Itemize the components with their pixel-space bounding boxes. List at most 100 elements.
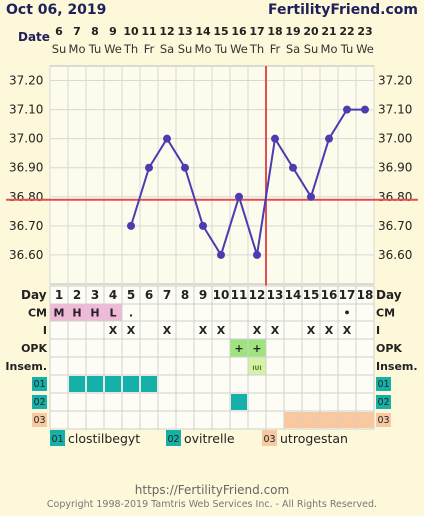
legend-badge [166, 430, 181, 446]
table-cell [139, 410, 159, 430]
footer-url[interactable]: https://FertilityFriend.com [135, 483, 289, 497]
weekday-label: Fr [144, 42, 155, 56]
med3-marker [356, 412, 374, 428]
med1-marker [69, 376, 85, 392]
table-cell [247, 410, 267, 430]
weekday-label: Su [52, 42, 67, 56]
intercourse-mark: X [343, 324, 352, 337]
table-cell [139, 303, 159, 322]
y-tick-label: 37.20 [9, 74, 43, 88]
date-number: 6 [55, 25, 63, 38]
table-cell [319, 338, 339, 358]
table-cell [355, 392, 375, 412]
table-cell [265, 410, 285, 430]
temperature-point [127, 221, 135, 230]
temperature-point [199, 221, 207, 230]
table-cell [103, 338, 123, 358]
table-cell [121, 392, 141, 412]
cycle-day-number: 7 [163, 288, 171, 302]
cycle-day-number: 18 [357, 288, 374, 302]
table-cell [229, 374, 249, 394]
med3-marker [302, 412, 320, 428]
date-number: 18 [267, 25, 282, 38]
table-cell [193, 374, 213, 394]
intercourse-mark: X [199, 324, 208, 337]
y-tick-label: 36.70 [9, 219, 43, 233]
table-cell [229, 320, 249, 340]
weekday-label: We [230, 42, 248, 56]
table-cell [211, 374, 231, 394]
legend-badge-label: 03 [263, 434, 275, 445]
table-cell [301, 392, 321, 412]
date-row-label: Date [18, 30, 50, 44]
med1-marker [105, 376, 121, 392]
table-cell [67, 356, 87, 376]
med1-marker [87, 376, 103, 392]
intercourse-mark: X [109, 324, 118, 337]
y-tick-label: 37.10 [9, 103, 43, 117]
temperature-point [289, 163, 297, 172]
y-tick-label: 36.60 [378, 248, 412, 262]
table-cell [139, 356, 159, 376]
date-number: 22 [339, 25, 354, 38]
cycle-day-number: 3 [91, 288, 99, 302]
table-cell [157, 338, 177, 358]
intercourse-row-label: I [376, 324, 380, 337]
weekday-label: We [104, 42, 122, 56]
table-cell [175, 392, 195, 412]
table-cell [175, 320, 195, 340]
cycle-day-number: 15 [303, 288, 320, 302]
table-cell [121, 356, 141, 376]
temperature-line [130, 108, 365, 258]
cycle-day-number: 4 [109, 288, 117, 302]
table-cell [337, 374, 357, 394]
med-row-label: 01 [377, 379, 389, 390]
table-cell [355, 338, 375, 358]
y-tick-label: 37.10 [378, 103, 412, 117]
cycle-day-number: 11 [231, 288, 248, 302]
table-cell [85, 410, 105, 430]
table-cell [67, 338, 87, 358]
cycle-day-number: 6 [145, 288, 153, 302]
legend-badge [262, 430, 277, 446]
cm-mark: H [72, 307, 81, 320]
cycle-day-number: 12 [249, 288, 266, 302]
intercourse-mark: X [217, 324, 226, 337]
weekday-label: Tu [88, 42, 102, 56]
date-number: 16 [231, 25, 247, 38]
legend-med-name: utrogestan [280, 431, 348, 446]
med3-marker [338, 412, 356, 428]
table-cell [283, 303, 303, 322]
cycle-day-number: 16 [321, 288, 338, 302]
opk-mark: + [234, 342, 243, 355]
table-cell [139, 392, 159, 412]
date-number: 17 [249, 25, 264, 38]
opk-row-label: OPK [376, 342, 402, 355]
cycle-day-number: 1 [55, 288, 63, 302]
med-row-label: 01 [33, 379, 45, 390]
temperature-point [235, 192, 243, 201]
med1-marker [123, 376, 139, 392]
temperature-point [145, 163, 153, 172]
table-cell [49, 374, 69, 394]
legend-badge-label: 02 [167, 434, 179, 445]
table-cell [157, 392, 177, 412]
cycle-day-number: 8 [181, 288, 189, 302]
header-site[interactable]: FertilityFriend.com [268, 2, 418, 18]
weekday-label: Tu [214, 42, 228, 56]
cycle-day-number: 10 [213, 288, 230, 302]
weekday-label: Tu [340, 42, 354, 56]
table-cell [175, 356, 195, 376]
med-row-badge [376, 413, 391, 427]
table-cell [283, 338, 303, 358]
table-cell [103, 410, 123, 430]
legend-badge-label: 01 [51, 434, 63, 445]
temperature-points [127, 105, 369, 259]
date-number: 15 [213, 25, 228, 38]
opk-row-label: OPK [21, 342, 47, 355]
med-row-badge [376, 395, 391, 409]
legend-badge [50, 430, 65, 446]
date-number: 13 [177, 25, 192, 38]
y-tick-label: 36.80 [378, 190, 412, 204]
